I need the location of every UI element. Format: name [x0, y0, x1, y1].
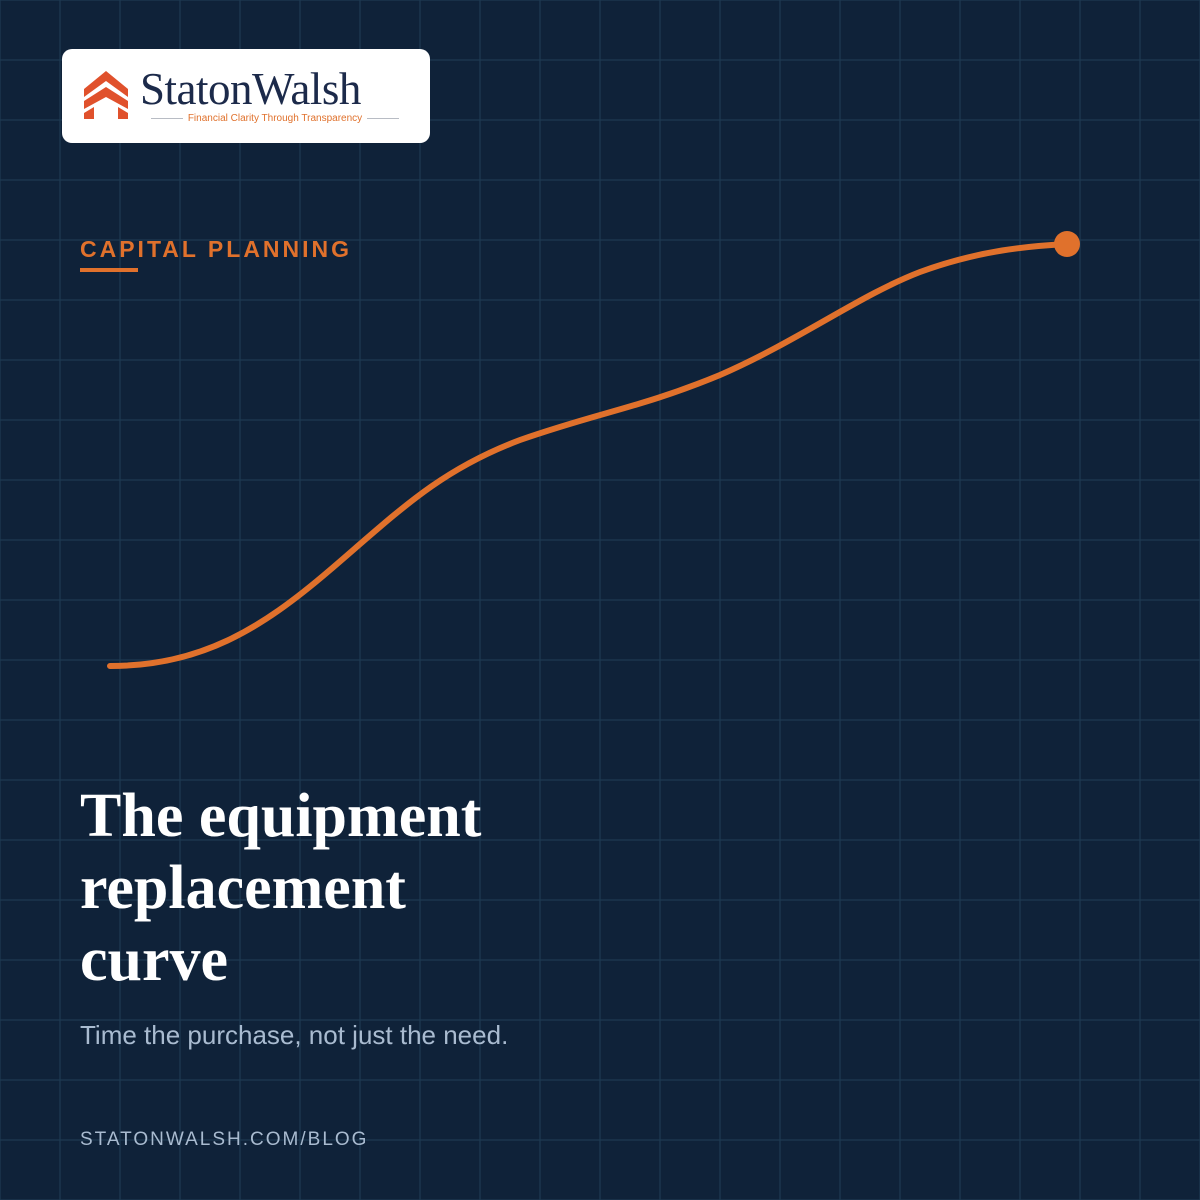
logo-tagline-text: Financial Clarity Through Transparency — [187, 113, 363, 124]
kicker-underline — [80, 268, 138, 272]
logo-tagline: Financial Clarity Through Transparency — [140, 113, 410, 124]
logo: StatonWalsh Financial Clarity Through Tr… — [62, 49, 430, 143]
kicker: CAPITAL PLANNING — [80, 236, 353, 262]
curve-end-dot — [1054, 231, 1080, 257]
logo-name: StatonWalsh — [140, 64, 361, 114]
curve — [107, 241, 1070, 669]
subtitle: Time the purchase, not just the need. — [80, 1020, 509, 1050]
logo-icon — [84, 71, 128, 119]
title: The equipment replacement curve — [80, 782, 482, 994]
url: STATONWALSH.COM/BLOG — [80, 1129, 369, 1150]
